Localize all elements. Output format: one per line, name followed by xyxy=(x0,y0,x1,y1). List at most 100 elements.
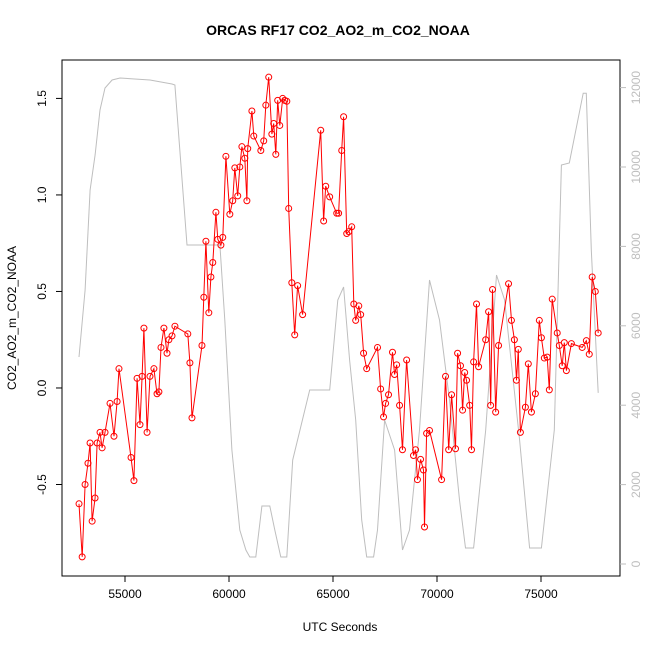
point xyxy=(276,121,284,129)
point xyxy=(485,308,493,316)
point xyxy=(578,343,586,351)
point xyxy=(470,358,478,366)
y-tick-label: -0.5 xyxy=(35,474,49,495)
point xyxy=(543,353,551,361)
point xyxy=(272,150,280,158)
point xyxy=(340,113,348,121)
point xyxy=(457,362,465,370)
point xyxy=(524,360,532,368)
point xyxy=(288,279,296,287)
x-tick-label: 55000 xyxy=(108,587,142,601)
point xyxy=(184,330,192,338)
x-tick-label: 75000 xyxy=(524,587,558,601)
point xyxy=(531,390,539,398)
point xyxy=(535,316,543,324)
point xyxy=(553,329,561,337)
point xyxy=(317,126,325,134)
point xyxy=(106,399,114,407)
point xyxy=(594,329,602,337)
point xyxy=(130,477,138,485)
point xyxy=(93,439,101,447)
point xyxy=(452,445,460,453)
series-line xyxy=(78,77,599,558)
point xyxy=(153,390,161,398)
point xyxy=(374,343,382,351)
point xyxy=(113,397,121,405)
point xyxy=(270,120,278,128)
point xyxy=(326,193,334,201)
chart-title: ORCAS RF17 CO2_AO2_m_CO2_NOAA xyxy=(206,22,470,38)
point xyxy=(96,428,104,436)
point xyxy=(419,466,427,474)
point xyxy=(231,164,239,172)
point xyxy=(209,259,217,267)
point xyxy=(81,480,89,488)
point xyxy=(260,137,268,145)
point xyxy=(294,282,302,290)
point xyxy=(143,428,151,436)
point xyxy=(591,287,599,295)
series-line xyxy=(78,77,599,557)
point xyxy=(348,223,356,231)
y2-tick-label: 2000 xyxy=(629,471,643,498)
point xyxy=(200,293,208,301)
point xyxy=(442,372,450,380)
point xyxy=(291,331,299,339)
point xyxy=(396,401,404,409)
point xyxy=(160,324,168,332)
point xyxy=(555,342,563,350)
point xyxy=(243,197,251,205)
point xyxy=(265,73,273,81)
point xyxy=(222,152,230,160)
y2-tick-label: 8000 xyxy=(629,233,643,260)
point xyxy=(140,324,148,332)
point xyxy=(391,370,399,378)
point xyxy=(101,428,109,436)
point xyxy=(98,444,106,452)
point xyxy=(127,453,135,461)
y2-tick-label: 0 xyxy=(629,560,643,567)
point xyxy=(385,391,393,399)
point xyxy=(333,209,341,217)
point xyxy=(78,553,86,561)
point xyxy=(150,365,158,373)
point xyxy=(212,208,220,216)
y-tick-label: 1.0 xyxy=(35,186,49,203)
point xyxy=(388,348,396,356)
point xyxy=(426,426,434,434)
x-tick-label: 70000 xyxy=(420,587,454,601)
point xyxy=(487,401,495,409)
point xyxy=(352,316,360,324)
y-tick-label: 0.5 xyxy=(35,283,49,300)
point xyxy=(91,494,99,502)
point xyxy=(285,204,293,212)
point xyxy=(207,273,215,281)
point xyxy=(468,446,476,454)
point xyxy=(585,350,593,358)
point xyxy=(507,316,515,324)
point xyxy=(155,388,163,396)
point xyxy=(560,339,568,347)
point xyxy=(466,401,474,409)
point xyxy=(322,182,330,190)
point xyxy=(558,362,566,370)
point xyxy=(357,311,365,319)
point xyxy=(188,414,196,422)
point xyxy=(398,446,406,454)
point xyxy=(382,399,390,407)
point xyxy=(461,369,469,377)
point xyxy=(510,336,518,344)
point xyxy=(205,309,213,317)
point xyxy=(146,372,154,380)
point xyxy=(338,147,346,155)
point xyxy=(257,147,265,155)
x-axis-label: UTC Seconds xyxy=(303,620,378,634)
point xyxy=(219,233,227,241)
point xyxy=(482,336,490,344)
point xyxy=(438,476,446,484)
point xyxy=(548,295,556,303)
point xyxy=(234,192,242,200)
point xyxy=(360,349,368,357)
point xyxy=(75,500,83,508)
point xyxy=(250,132,258,140)
